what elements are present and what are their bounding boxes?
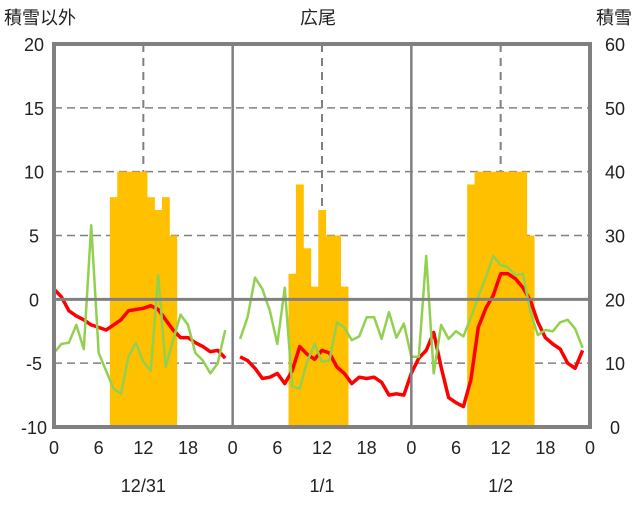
y-right-tick-label: 50 <box>605 99 625 119</box>
snow-bar <box>109 197 118 427</box>
x-tick-label: 0 <box>49 438 59 458</box>
snow-bar <box>161 197 170 427</box>
x-tick-label: 0 <box>228 438 238 458</box>
y-right-tick-label: 20 <box>605 290 625 310</box>
date-label: 1/1 <box>309 476 334 496</box>
y-left-tick-label: 20 <box>24 35 44 55</box>
y-right-tick-label: 30 <box>605 227 625 247</box>
y-left-tick-label: -5 <box>26 354 42 374</box>
snow-bar <box>288 273 297 427</box>
date-label: 1/2 <box>488 476 513 496</box>
x-tick-label: 18 <box>535 438 555 458</box>
x-tick-label: 0 <box>406 438 416 458</box>
x-tick-label: 6 <box>94 438 104 458</box>
snow-bar <box>526 235 535 427</box>
date-label: 12/31 <box>121 476 166 496</box>
x-tick-label: 18 <box>178 438 198 458</box>
x-tick-label: 6 <box>272 438 282 458</box>
snow-bar <box>154 209 163 427</box>
x-tick-label: 12 <box>133 438 153 458</box>
x-tick-label: 12 <box>491 438 511 458</box>
y-left-tick-label: -10 <box>21 418 47 438</box>
x-tick-label: 18 <box>357 438 377 458</box>
x-tick-label: 12 <box>312 438 332 458</box>
x-tick-label: 0 <box>585 438 595 458</box>
right-axis-label: 積雪 <box>596 8 632 28</box>
green-series-line <box>53 224 227 396</box>
x-tick-label: 6 <box>451 438 461 458</box>
snow-bar <box>340 286 349 427</box>
y-right-tick-label: 60 <box>605 35 625 55</box>
y-left-tick-label: 0 <box>29 290 39 310</box>
plot-frame <box>52 42 592 429</box>
snow-bar <box>333 235 342 427</box>
y-right-tick-label: 40 <box>605 163 625 183</box>
snow-bar <box>318 209 327 427</box>
snow-bar <box>147 197 155 427</box>
y-left-tick-label: 5 <box>29 227 39 247</box>
y-right-tick-label: 0 <box>610 418 620 438</box>
y-left-tick-label: 15 <box>24 99 44 119</box>
red-series-line <box>52 287 227 360</box>
y-left-tick-label: 10 <box>24 163 44 183</box>
snow-bar <box>467 184 476 427</box>
snow-bar <box>295 184 304 427</box>
chart-title: 広尾 <box>300 8 336 28</box>
left-axis-label: 積雪以外 <box>4 8 76 28</box>
snow-bar <box>325 235 334 427</box>
y-right-tick-label: 10 <box>605 354 625 374</box>
plot-border <box>52 42 592 429</box>
snow-bar <box>303 248 312 427</box>
